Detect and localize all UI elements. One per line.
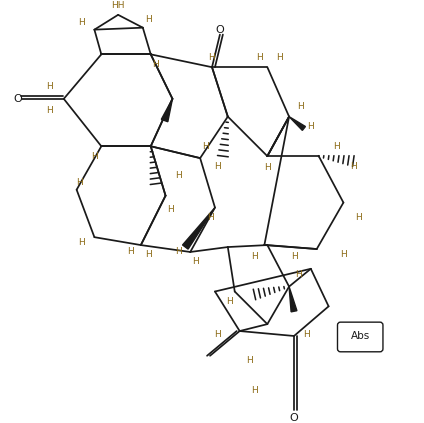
Text: H: H bbox=[256, 53, 263, 62]
Polygon shape bbox=[161, 99, 173, 122]
FancyBboxPatch shape bbox=[338, 322, 383, 352]
Text: H: H bbox=[215, 162, 221, 170]
Text: H: H bbox=[298, 102, 304, 111]
Text: H: H bbox=[202, 142, 209, 151]
Text: HH: HH bbox=[112, 1, 125, 11]
Text: H: H bbox=[264, 164, 271, 173]
Text: H: H bbox=[307, 122, 314, 131]
Polygon shape bbox=[183, 208, 215, 249]
Text: H: H bbox=[296, 270, 302, 279]
Text: H: H bbox=[47, 106, 53, 115]
Text: H: H bbox=[128, 247, 134, 256]
Text: H: H bbox=[175, 171, 182, 180]
Text: H: H bbox=[246, 356, 253, 365]
Text: H: H bbox=[209, 53, 215, 62]
Text: H: H bbox=[206, 213, 213, 222]
Text: H: H bbox=[145, 15, 152, 24]
Text: O: O bbox=[13, 94, 22, 104]
Text: H: H bbox=[251, 253, 258, 261]
Text: H: H bbox=[76, 179, 83, 187]
Text: O: O bbox=[215, 25, 224, 35]
Text: H: H bbox=[175, 247, 182, 256]
Text: Abs: Abs bbox=[351, 331, 370, 341]
Text: O: O bbox=[290, 413, 298, 423]
Text: H: H bbox=[251, 386, 258, 395]
Polygon shape bbox=[289, 286, 297, 312]
Text: H: H bbox=[333, 142, 340, 151]
Text: H: H bbox=[47, 82, 53, 91]
Text: H: H bbox=[215, 330, 221, 338]
Text: H: H bbox=[304, 330, 310, 338]
Text: H: H bbox=[78, 18, 85, 27]
Text: H: H bbox=[226, 297, 233, 306]
Text: H: H bbox=[145, 250, 152, 259]
Text: H: H bbox=[276, 53, 282, 62]
Text: H: H bbox=[91, 151, 98, 161]
Text: H: H bbox=[350, 162, 357, 170]
Text: H: H bbox=[167, 205, 174, 214]
Polygon shape bbox=[289, 117, 305, 130]
Text: H: H bbox=[192, 257, 198, 266]
Text: H: H bbox=[340, 250, 347, 259]
Text: H: H bbox=[290, 253, 297, 261]
Text: H: H bbox=[152, 60, 159, 69]
Text: H: H bbox=[78, 238, 85, 247]
Text: H: H bbox=[355, 213, 362, 222]
